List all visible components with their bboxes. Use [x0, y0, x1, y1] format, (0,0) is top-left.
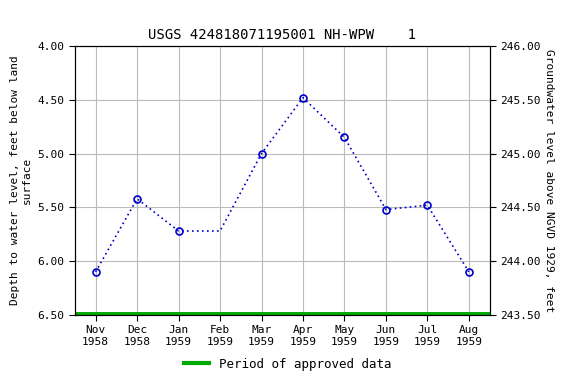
Y-axis label: Depth to water level, feet below land
surface: Depth to water level, feet below land su…	[10, 56, 32, 305]
Legend: Period of approved data: Period of approved data	[179, 353, 397, 376]
Title: USGS 424818071195001 NH-WPW    1: USGS 424818071195001 NH-WPW 1	[148, 28, 416, 42]
Y-axis label: Groundwater level above NGVD 1929, feet: Groundwater level above NGVD 1929, feet	[544, 49, 555, 312]
